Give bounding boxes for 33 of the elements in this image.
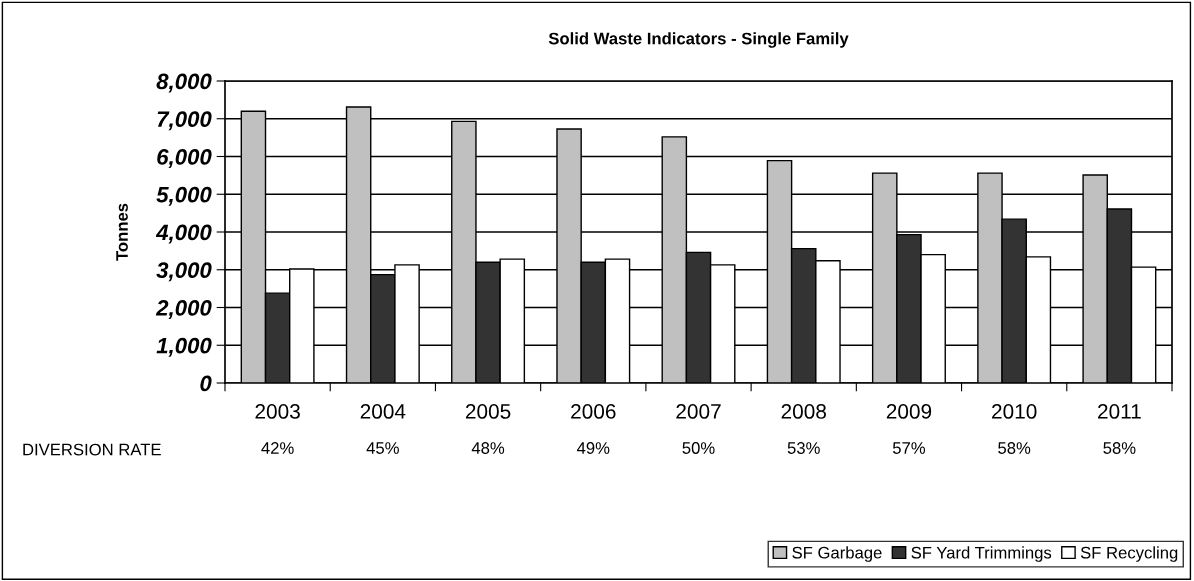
y-tick-label: 1,000 [156,337,212,357]
y-tick-label: 6,000 [157,149,212,168]
text: DIVERSION RATE [23,443,161,456]
text: 57% [892,442,926,454]
text: 45% [366,442,399,454]
y-tick-label: 5,000 [156,186,212,206]
x-tick-label: 2005 [465,404,511,419]
x-tick-label: 2008 [781,404,826,419]
y-tick-label: 4,000 [155,224,212,244]
y-tick-label: 0 [200,375,212,392]
y-tick-label: 7,000 [157,111,212,131]
legend-label: SF Recycling [1080,546,1178,562]
legend-label: SF Yard Trimmings [911,546,1052,562]
x-tick-label: 2010 [992,404,1037,419]
x-tick-label: 2006 [571,404,616,419]
y-tick-label: 3,000 [156,262,212,282]
text: 48% [471,442,505,454]
y-tick-label: 2,000 [155,300,212,319]
text: 49% [576,442,610,454]
x-tick-label: 2007 [676,404,721,419]
chart-title: Solid Waste Indicators - Single Family [548,32,849,48]
text: 58% [1103,442,1136,454]
x-tick-label: 2003 [255,404,300,419]
x-tick-label: 2004 [360,404,406,419]
legend-label: SF Garbage [792,546,882,562]
text: 50% [682,442,715,454]
text: 58% [998,442,1031,454]
x-tick-label: 2011 [1098,404,1141,419]
text: 53% [787,442,820,454]
y-axis-title: Tonnes [116,203,128,261]
text: 42% [261,442,294,454]
x-tick-label: 2009 [886,404,932,419]
y-tick-label: 8,000 [156,73,212,93]
